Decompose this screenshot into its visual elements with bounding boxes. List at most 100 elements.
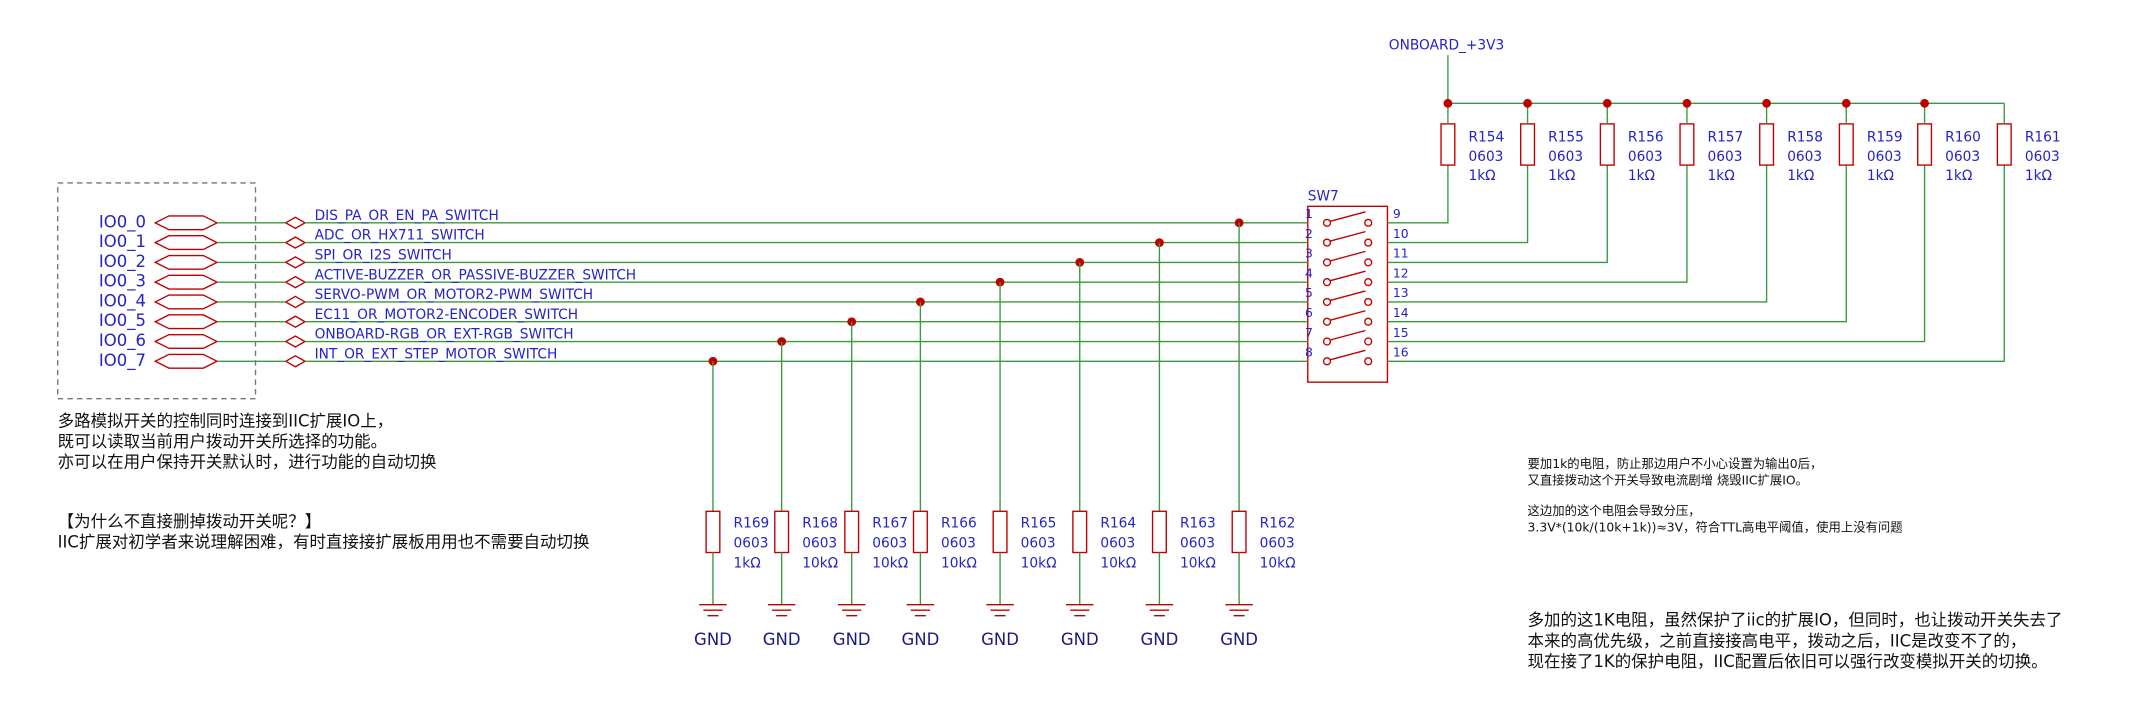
note-line: 既可以读取当前用户拨动开关所选择的功能。: [58, 432, 387, 451]
resistor-label: R155: [1548, 130, 1584, 146]
io-label: IO0_0: [99, 212, 146, 232]
net-label: ADC_OR_HX711_SWITCH: [315, 228, 485, 244]
note-line: 3.3V*(10k/(10k+1k))≈3V，符合TTL高电平阈值，使用上没有问…: [1528, 519, 1903, 534]
pin-number: 5: [1305, 286, 1313, 300]
resistor-label: 1kΩ: [1628, 168, 1655, 184]
switch-contact: [1364, 238, 1373, 247]
resistor: [1679, 123, 1695, 166]
resistor-label: R167: [872, 516, 908, 532]
switch-contact: [1322, 218, 1332, 227]
io-label: IO0_4: [99, 291, 146, 311]
resistor: [1520, 123, 1536, 166]
net-port: [284, 315, 307, 329]
switch-lever: [1329, 270, 1366, 282]
resistor-label: 1kΩ: [1548, 168, 1575, 184]
note-line: 要加1k的电阻，防止那边用户不小心设置为输出0后，: [1528, 456, 1823, 471]
gnd-label: GND: [981, 630, 1019, 649]
resistor-label: 10kΩ: [941, 555, 977, 571]
junction: [1920, 98, 1929, 108]
gnd-label: GND: [833, 630, 871, 649]
resistor-label: 0603: [1628, 149, 1663, 165]
resistor: [1917, 123, 1933, 166]
resistor-label: 10kΩ: [1260, 555, 1296, 571]
port-shape: [153, 294, 219, 310]
switch-lever: [1329, 290, 1366, 302]
resistor-label: 0603: [734, 536, 769, 552]
resistor-label: 0603: [1180, 536, 1215, 552]
resistor-label: 1kΩ: [1469, 168, 1496, 184]
resistor-label: 10kΩ: [1021, 555, 1057, 571]
switch-body: [1307, 205, 1389, 383]
switch-lever: [1329, 329, 1366, 341]
resistor-label: 1kΩ: [1708, 168, 1735, 184]
resistor-label: R160: [1945, 130, 1981, 146]
switch-contact: [1364, 297, 1373, 307]
pin-number: 10: [1393, 227, 1409, 241]
pin-number: 13: [1393, 286, 1409, 300]
io-label: IO0_2: [99, 252, 146, 272]
pin-number: 4: [1305, 266, 1313, 280]
resistor-label: R168: [802, 516, 838, 532]
pin-number: 8: [1305, 346, 1313, 360]
io-label: IO0_7: [99, 351, 146, 371]
gnd-label: GND: [1061, 630, 1099, 649]
resistor-label: 0603: [872, 536, 907, 552]
resistor-label: R165: [1021, 516, 1057, 532]
net-label: ACTIVE-BUZZER_OR_PASSIVE-BUZZER_SWITCH: [315, 267, 637, 283]
net-label: SPI_OR_I2S_SWITCH: [315, 248, 452, 264]
resistor-label: 1kΩ: [734, 555, 761, 571]
pin-number: 16: [1393, 346, 1409, 360]
pullup-wire: [1387, 165, 1768, 303]
switch-contact: [1322, 238, 1332, 247]
resistor-label: R164: [1100, 516, 1136, 532]
net-label: ONBOARD-RGB_OR_EXT-RGB_SWITCH: [315, 327, 574, 343]
port-shape: [153, 215, 219, 231]
pin-number: 15: [1393, 326, 1409, 340]
switch-contact: [1322, 357, 1332, 366]
pin-number: 1: [1305, 207, 1313, 221]
switch-lever: [1329, 310, 1366, 322]
resistor-label: R163: [1180, 516, 1216, 532]
pullup-wire: [1387, 165, 1449, 224]
resistor-label: 10kΩ: [802, 555, 838, 571]
resistor-label: 0603: [1787, 149, 1822, 165]
gnd-label: GND: [694, 630, 732, 649]
resistor-label: R156: [1628, 130, 1664, 146]
net-port: [284, 354, 307, 368]
junction: [1841, 98, 1851, 108]
resistor-label: 0603: [1100, 536, 1135, 552]
switch-lever: [1329, 230, 1366, 242]
switch-contact: [1364, 317, 1373, 326]
resistor-label: 0603: [1260, 536, 1295, 552]
junction: [777, 337, 787, 346]
resistor: [992, 510, 1008, 554]
note-line: 本来的高优先级，之前直接接高电平，拨动之后，IIC是改变不了的，: [1528, 631, 2027, 650]
switch-contact: [1322, 317, 1332, 326]
resistor-label: R161: [2025, 130, 2061, 146]
io-label: IO0_6: [99, 331, 146, 351]
switch-contact: [1364, 357, 1373, 366]
pullup-wire: [1387, 165, 1608, 264]
resistor-label: 10kΩ: [1180, 555, 1216, 571]
port-shape: [153, 254, 219, 270]
io-label: IO0_5: [99, 311, 146, 331]
resistor-label: R162: [1260, 516, 1296, 532]
resistor: [912, 510, 928, 554]
resistor: [1759, 123, 1775, 166]
resistor-label: 0603: [1867, 149, 1902, 165]
resistor-label: 0603: [941, 536, 976, 552]
resistor: [705, 510, 721, 554]
net-port: [284, 275, 307, 289]
port-shape: [153, 235, 219, 251]
pullup-wire: [1387, 165, 2005, 362]
net-port: [284, 256, 307, 269]
switch-contact: [1322, 278, 1332, 287]
resistor-label: 10kΩ: [872, 555, 908, 571]
pullup-wire: [1387, 165, 1688, 283]
pin-number: 3: [1305, 247, 1313, 261]
resistor: [1996, 123, 2012, 166]
io-label: IO0_1: [99, 232, 146, 252]
switch-contact: [1322, 258, 1332, 267]
switch-name: SW7: [1308, 189, 1339, 205]
